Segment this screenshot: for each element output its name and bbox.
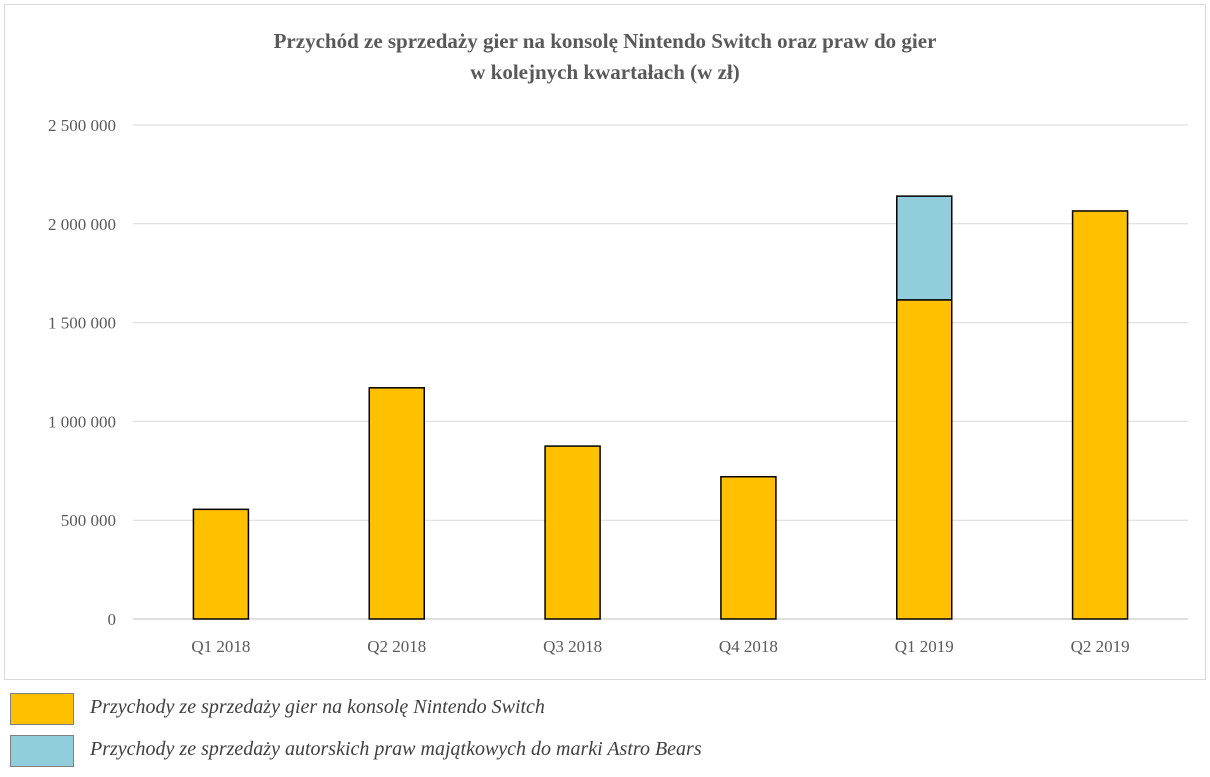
chart-legend: Przychody ze sprzedaży gier na konsolę N… <box>10 693 1200 777</box>
y-tick-label: 0 <box>108 610 117 629</box>
x-tick-label: Q4 2018 <box>719 637 778 656</box>
bar-switch-games <box>720 475 777 620</box>
x-tick-label: Q1 2019 <box>895 637 954 656</box>
x-tick-label: Q3 2018 <box>543 637 602 656</box>
y-tick-label: 1 000 000 <box>48 412 116 431</box>
bar-chart-plot: 0 500 000 1 000 000 1 500 000 2 000 000 2 500… <box>48 116 1188 656</box>
bar-switch-games <box>1071 210 1129 620</box>
legend-swatch-astro-bears <box>10 735 74 767</box>
legend-label-switch-games: Przychody ze sprzedaży gier na konsolę N… <box>90 696 545 718</box>
legend-label-astro-bears: Przychody ze sprzedaży autorskich praw m… <box>90 738 702 760</box>
bar-switch-games <box>544 445 601 620</box>
chart-title-line-1: Przychód ze sprzedaży gier na konsolę Ni… <box>273 29 937 53</box>
bar-switch-games <box>368 387 425 620</box>
chart-title-line-2: w kolejnych kwartałach (w zł) <box>470 60 740 84</box>
y-tick-label: 500 000 <box>61 511 116 530</box>
x-tick-label: Q2 2019 <box>1071 637 1130 656</box>
y-tick-label: 2 500 000 <box>48 116 116 135</box>
y-tick-label: 1 500 000 <box>48 314 116 333</box>
x-tick-label: Q1 2018 <box>191 637 250 656</box>
legend-item-switch-games: Przychody ze sprzedaży gier na konsolę N… <box>10 693 1200 729</box>
x-tick-label: Q2 2018 <box>367 637 426 656</box>
chart-title: Przychód ze sprzedaży gier na konsolę Ni… <box>0 26 1210 88</box>
bar-switch-games <box>896 299 953 620</box>
legend-item-astro-bears: Przychody ze sprzedaży autorskich praw m… <box>10 735 1200 771</box>
y-tick-label: 2 000 000 <box>48 215 116 234</box>
bar-astro-bears <box>896 195 953 301</box>
bar-switch-games <box>192 508 250 620</box>
legend-swatch-switch-games <box>10 693 74 725</box>
